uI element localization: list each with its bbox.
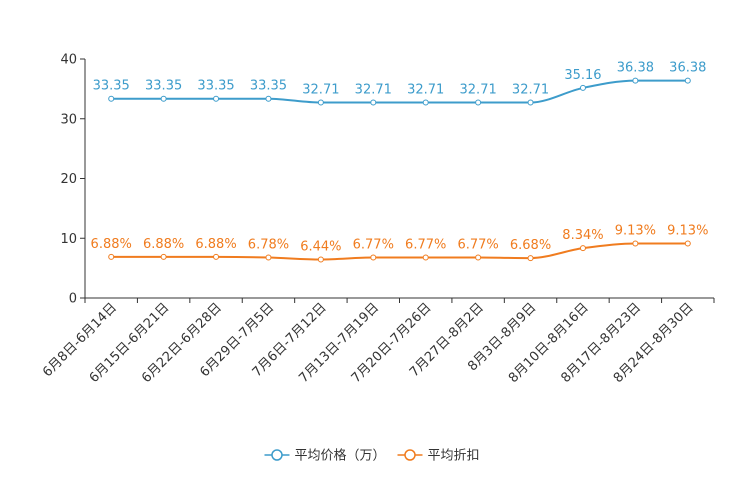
data-label: 32.71	[512, 83, 549, 98]
x-axis: 6月8日-6月14日6月15日-6月21日6月22日-6月28日6月29日-7月…	[40, 297, 715, 386]
legend-label: 平均折扣	[428, 449, 480, 464]
data-point[interactable]	[475, 99, 482, 106]
data-point[interactable]	[213, 253, 220, 260]
data-label: 36.38	[669, 61, 706, 76]
data-point[interactable]	[265, 254, 272, 261]
y-tick-label: 40	[60, 53, 77, 68]
data-label: 32.71	[355, 83, 392, 98]
data-label: 33.35	[145, 79, 182, 94]
data-point[interactable]	[317, 99, 324, 106]
data-point[interactable]	[160, 95, 167, 102]
legend: 平均价格（万） 平均折扣	[264, 448, 480, 464]
data-label: 6.88%	[91, 237, 132, 252]
series-line	[111, 242, 688, 261]
data-label: 36.38	[617, 61, 654, 76]
data-label: 33.35	[197, 79, 234, 94]
data-point[interactable]	[422, 99, 429, 106]
data-point[interactable]	[684, 77, 691, 84]
data-point[interactable]	[265, 95, 272, 102]
legend-marker-icon	[271, 449, 283, 461]
data-label: 33.35	[250, 79, 287, 94]
data-label: 8.34%	[562, 228, 603, 243]
data-label: 6.77%	[353, 238, 394, 253]
series-layer: 33.35 33.35 33.35 33.35 32.71 32.71 32.71 32.71…	[91, 61, 708, 263]
data-point[interactable]	[579, 84, 586, 91]
data-label: 32.71	[407, 83, 444, 98]
y-tick-label: 10	[60, 232, 77, 247]
data-point[interactable]	[684, 240, 691, 247]
data-point[interactable]	[527, 255, 534, 262]
data-point[interactable]	[632, 77, 639, 84]
data-label: 6.77%	[405, 238, 446, 253]
data-label: 6.68%	[510, 238, 551, 253]
data-label: 6.78%	[248, 237, 289, 252]
series-2: 6.88% 6.88% 6.88% 6.78% 6.44% 6.77% 6.77% 6.77%…	[91, 223, 708, 263]
y-tick-label: 0	[69, 292, 77, 307]
data-label: 33.35	[93, 79, 130, 94]
data-label: 32.71	[460, 83, 497, 98]
series-line	[111, 79, 688, 104]
data-point[interactable]	[422, 254, 429, 261]
data-point[interactable]	[632, 240, 639, 247]
data-point[interactable]	[160, 253, 167, 260]
data-point[interactable]	[579, 245, 586, 252]
series-1: 33.35 33.35 33.35 33.35 32.71 32.71 32.71 32.71…	[93, 61, 706, 106]
legend-item-2[interactable]: 平均折扣	[397, 449, 480, 464]
data-point[interactable]	[108, 253, 115, 260]
legend-label: 平均价格（万）	[294, 448, 385, 464]
data-label: 9.13%	[615, 223, 656, 238]
y-axis: 0 10 20 30 40	[60, 53, 86, 307]
data-point[interactable]	[370, 254, 377, 261]
data-label: 9.13%	[667, 223, 708, 238]
data-label: 6.44%	[300, 240, 341, 255]
legend-item-1[interactable]: 平均价格（万）	[264, 448, 386, 464]
legend-marker-icon	[404, 449, 416, 461]
data-label: 6.88%	[143, 237, 184, 252]
data-label: 35.16	[564, 68, 601, 83]
data-point[interactable]	[370, 99, 377, 106]
data-label: 6.77%	[457, 238, 498, 253]
data-label: 6.88%	[195, 237, 236, 252]
y-tick-label: 20	[60, 172, 77, 187]
data-point[interactable]	[475, 254, 482, 261]
data-point[interactable]	[213, 95, 220, 102]
data-point[interactable]	[527, 99, 534, 106]
y-tick-label: 30	[60, 112, 77, 127]
data-point[interactable]	[317, 256, 324, 263]
data-point[interactable]	[108, 95, 115, 102]
data-label: 32.71	[302, 83, 339, 98]
